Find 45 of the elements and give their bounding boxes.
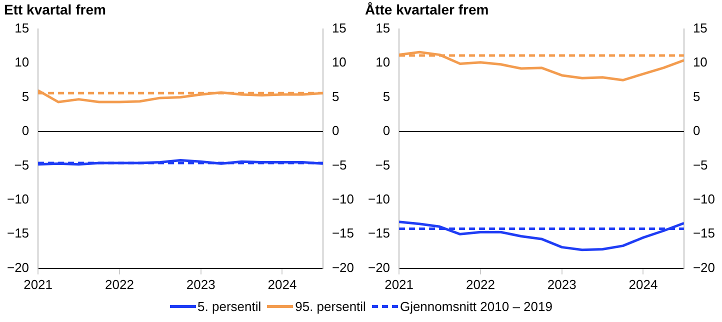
x-tick-label: 2022 [466,276,495,292]
y-tick-label: 15 [14,20,30,36]
y-tick-label: −10 [6,192,30,207]
y-tick-label: 15 [376,20,390,36]
y-tick-label: 5 [22,88,30,104]
legend-label: Gjennomsnitt 2010 – 2019 [400,298,552,314]
y-tick-label: 10 [14,54,30,70]
x-tick-label: 2023 [547,276,576,292]
y2-tick-label: −5 [692,157,708,172]
y-tick-label: 10 [376,54,390,70]
y2-tick-label: 0 [692,123,700,138]
y2-tick-label: −15 [332,226,354,241]
legend-label: 95. persentil [295,298,366,314]
y-tick-label: −10 [368,192,390,207]
x-tick-label: 2022 [104,276,134,292]
y2-tick-label: −15 [692,226,716,241]
y2-tick-label: 15 [332,20,346,36]
y-tick-label: 5 [382,88,390,104]
y-tick-label: 0 [22,123,30,138]
legend-label: 5. persentil [198,298,262,314]
y2-tick-label: 5 [332,88,340,104]
x-tick-label: 2024 [268,276,297,292]
y2-tick-label: 5 [692,88,700,104]
y2-tick-label: −10 [332,192,354,207]
y-tick-label: −15 [368,226,390,241]
y2-tick-label: 10 [332,54,346,70]
x-tick-label: 2023 [186,276,216,292]
y2-tick-label: −5 [332,157,347,172]
y-tick-label: −15 [6,226,30,241]
y-tick-label: 0 [382,123,390,138]
y2-tick-label: 0 [332,123,340,138]
chart-title: Ett kvartal frem [4,1,106,18]
y2-tick-label: −20 [692,260,716,275]
y-tick-label: −20 [6,260,30,275]
y2-tick-label: −20 [332,260,354,275]
chart-title: Åtte kvartaler frem [365,1,489,18]
x-tick-label: 2021 [24,276,53,292]
y2-tick-label: 15 [692,20,708,36]
y-tick-label: −20 [368,260,390,275]
y2-tick-label: −10 [692,192,716,207]
x-tick-label: 2021 [384,276,414,292]
y-tick-label: −5 [14,157,30,172]
y2-tick-label: 10 [692,54,708,70]
y-tick-label: −5 [375,157,390,172]
x-tick-label: 2024 [628,276,658,292]
